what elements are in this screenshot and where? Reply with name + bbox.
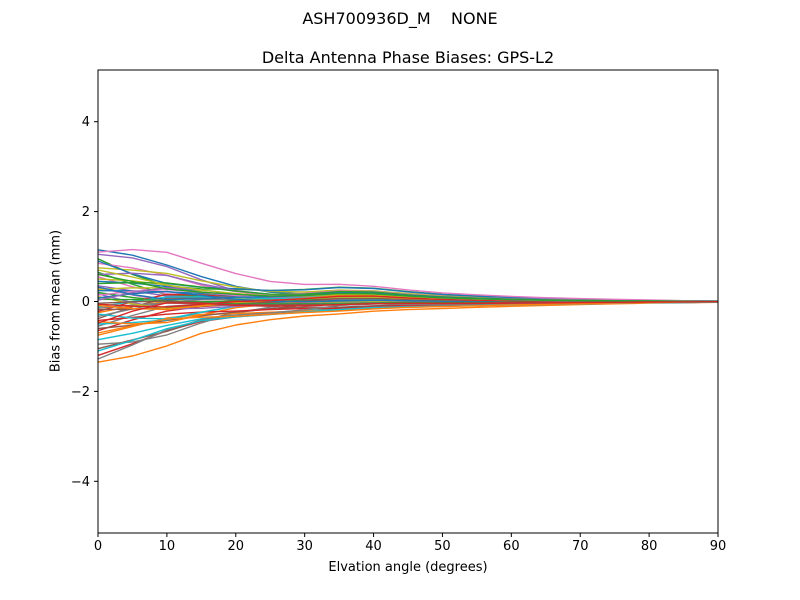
x-tick-label: 70 [572,539,589,554]
series-line [97,301,719,363]
x-tick-label: 50 [434,539,451,554]
y-tick-label: −4 [71,475,90,490]
x-axis-label: Elvation angle (degrees) [328,560,488,575]
x-tick-label: 90 [710,539,727,554]
figure-suptitle: ASH700936D_M NONE [302,9,498,28]
series-line [97,301,719,324]
y-tick-label: 4 [82,115,90,130]
x-tick-label: 60 [503,539,520,554]
y-axis-label-text: Bias from mean (mm) [48,229,64,373]
y-tick-label: 0 [82,295,90,310]
x-tick-label: 40 [365,539,382,554]
x-tick-label: 30 [296,539,313,554]
axes-title: Delta Antenna Phase Biases: GPS-L2 [261,48,555,67]
x-tick-label: 20 [228,539,245,554]
series-line [97,301,719,334]
series-line [97,248,719,302]
y-tick-label: −2 [71,385,90,400]
series-line [97,301,719,360]
x-tick-label: 0 [94,539,102,554]
x-tick-label: 80 [641,539,658,554]
series-line [97,273,719,303]
y-tick-label: 2 [82,205,90,220]
x-tick-label: 10 [159,539,176,554]
